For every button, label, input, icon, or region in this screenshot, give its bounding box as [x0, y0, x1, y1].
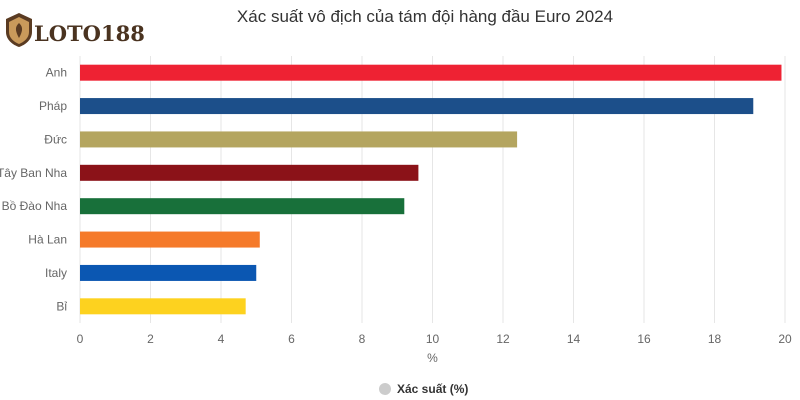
category-label: Đức — [44, 132, 67, 146]
x-tick-label: 2 — [147, 332, 154, 346]
x-tick-label: 0 — [77, 332, 84, 346]
logo-crest-icon — [6, 13, 32, 47]
x-tick-label: 14 — [567, 332, 581, 346]
x-tick-label: 10 — [426, 332, 440, 346]
category-label: Anh — [46, 66, 67, 80]
bar-2 — [80, 98, 754, 115]
legend-label: Xác suất (%) — [397, 382, 468, 396]
bar-6 — [80, 231, 260, 248]
bar-1 — [80, 64, 782, 81]
x-tick-label: 20 — [778, 332, 792, 346]
bar-8 — [80, 298, 246, 315]
category-label: Italy — [45, 266, 67, 280]
category-label: Bỉ — [56, 299, 67, 313]
x-tick-label: 8 — [359, 332, 366, 346]
category-label: Tây Ban Nha — [0, 166, 67, 180]
category-label: Pháp — [39, 99, 67, 113]
bar-3 — [80, 131, 518, 148]
x-tick-label: 4 — [218, 332, 225, 346]
logo-text: LOTO188 — [34, 21, 145, 46]
x-tick-label: 12 — [496, 332, 510, 346]
chart-title: Xác suất vô địch của tám đội hàng đầu Eu… — [237, 7, 613, 26]
bar-4 — [80, 164, 419, 181]
bar-7 — [80, 264, 257, 281]
bar-5 — [80, 198, 405, 215]
legend-marker — [379, 383, 391, 395]
x-tick-label: 6 — [288, 332, 295, 346]
x-tick-label: 16 — [637, 332, 651, 346]
x-axis-label: % — [427, 351, 438, 365]
category-label: Hà Lan — [28, 233, 67, 247]
category-label: Bồ Đào Nha — [2, 199, 68, 213]
x-tick-label: 18 — [708, 332, 722, 346]
loto188-logo: LOTO188 — [2, 10, 145, 54]
